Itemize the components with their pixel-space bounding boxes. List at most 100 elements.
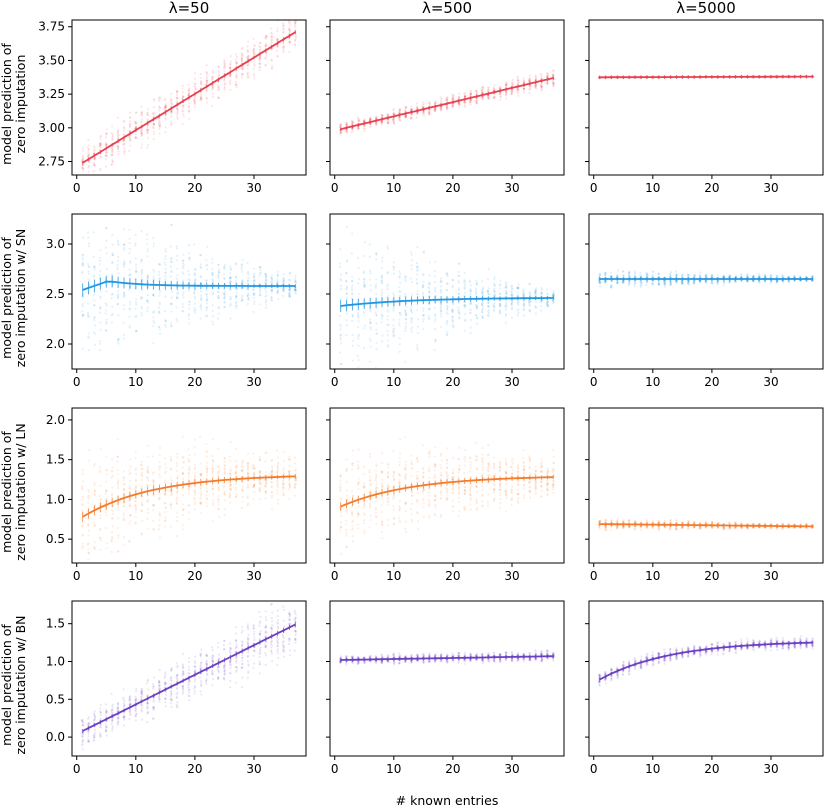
scatter-point xyxy=(599,281,602,284)
scatter-point xyxy=(200,97,203,100)
scatter-point xyxy=(287,293,290,296)
scatter-point xyxy=(176,289,179,292)
scatter-point xyxy=(99,321,102,324)
scatter-point xyxy=(211,75,214,78)
scatter-point xyxy=(235,288,238,291)
scatter-point xyxy=(504,94,507,97)
scatter-point xyxy=(422,250,425,253)
scatter-point xyxy=(188,300,191,303)
scatter-point xyxy=(146,306,149,309)
scatter-point xyxy=(199,82,202,85)
scatter-point xyxy=(669,283,672,286)
scatter-point xyxy=(475,306,478,309)
scatter-point xyxy=(734,281,737,284)
scatter-point xyxy=(398,275,401,278)
scatter-point xyxy=(294,29,297,32)
scatter-point xyxy=(93,145,96,148)
scatter-point xyxy=(399,290,402,293)
scatter-point xyxy=(493,294,496,297)
scatter-point xyxy=(123,150,126,153)
scatter-point xyxy=(357,117,360,120)
scatter-point xyxy=(134,126,137,129)
scatter-point xyxy=(200,299,203,302)
scatter-point xyxy=(93,170,96,173)
scatter-point xyxy=(517,286,520,290)
scatter-point xyxy=(117,132,120,135)
scatter-point xyxy=(511,294,514,297)
scatter-point xyxy=(193,85,196,88)
scatter-point xyxy=(398,117,401,120)
scatter-point xyxy=(363,283,366,286)
scatter-point xyxy=(369,269,372,272)
scatter-point xyxy=(346,131,349,134)
scatter-point xyxy=(193,90,196,93)
scatter-point xyxy=(122,337,126,340)
y-tick-label: 2.0 xyxy=(46,337,65,351)
scatter-point xyxy=(152,294,155,297)
scatter-point xyxy=(158,99,161,103)
scatter-point xyxy=(375,332,378,335)
scatter-point xyxy=(523,302,526,305)
scatter-point xyxy=(270,59,273,62)
scatter-point xyxy=(276,273,279,276)
scatter-point xyxy=(205,80,208,83)
scatter-point xyxy=(123,142,126,145)
scatter-point xyxy=(271,64,274,67)
scatter-point xyxy=(552,85,555,88)
scatter-point xyxy=(93,163,96,166)
scatter-point xyxy=(152,321,156,325)
scatter-point xyxy=(351,359,354,362)
scatter-point xyxy=(170,103,173,106)
scatter-point xyxy=(265,36,268,39)
scatter-point xyxy=(187,269,190,273)
x-tick-label: 0 xyxy=(590,181,598,195)
scatter-point xyxy=(392,328,395,331)
scatter-point xyxy=(288,38,291,41)
scatter-point xyxy=(369,289,372,292)
scatter-point xyxy=(415,266,419,269)
scatter-point xyxy=(270,281,273,284)
scatter-point xyxy=(181,122,184,125)
scatter-point xyxy=(246,73,249,76)
scatter-point xyxy=(164,108,167,111)
scatter-point xyxy=(105,141,108,144)
scatter-point xyxy=(288,40,291,43)
scatter-point xyxy=(146,274,149,277)
scatter-point xyxy=(252,296,255,299)
scatter-point xyxy=(87,155,90,158)
scatter-point xyxy=(147,114,150,117)
scatter-point xyxy=(152,311,155,314)
scatter-point xyxy=(288,272,291,275)
scatter-point xyxy=(345,123,349,126)
scatter-point xyxy=(510,291,513,294)
scatter-point xyxy=(158,107,161,110)
scatter-point xyxy=(264,273,268,276)
scatter-point xyxy=(463,286,466,289)
scatter-point xyxy=(404,116,407,119)
scatter-point xyxy=(182,264,185,267)
scatter-point xyxy=(170,260,173,263)
scatter-point xyxy=(416,113,419,116)
scatter-point xyxy=(546,75,549,78)
scatter-point xyxy=(265,299,268,302)
scatter-point xyxy=(93,291,96,294)
scatter-point xyxy=(446,321,449,324)
scatter-point xyxy=(392,261,395,264)
scatter-point xyxy=(200,298,203,301)
scatter-point xyxy=(246,281,249,284)
scatter-point xyxy=(81,167,84,170)
scatter-point xyxy=(229,298,232,301)
scatter-point xyxy=(457,102,460,105)
scatter-point xyxy=(264,37,267,40)
scatter-point xyxy=(282,279,285,282)
scatter-point xyxy=(217,65,220,68)
scatter-point xyxy=(206,263,209,266)
scatter-point xyxy=(151,112,155,115)
x-tick-label: 20 xyxy=(187,181,202,195)
scatter-point xyxy=(169,245,173,248)
scatter-point xyxy=(598,280,601,283)
scatter-point xyxy=(481,87,484,90)
scatter-point xyxy=(229,88,232,92)
scatter-point xyxy=(205,295,209,298)
scatter-point xyxy=(99,137,102,141)
